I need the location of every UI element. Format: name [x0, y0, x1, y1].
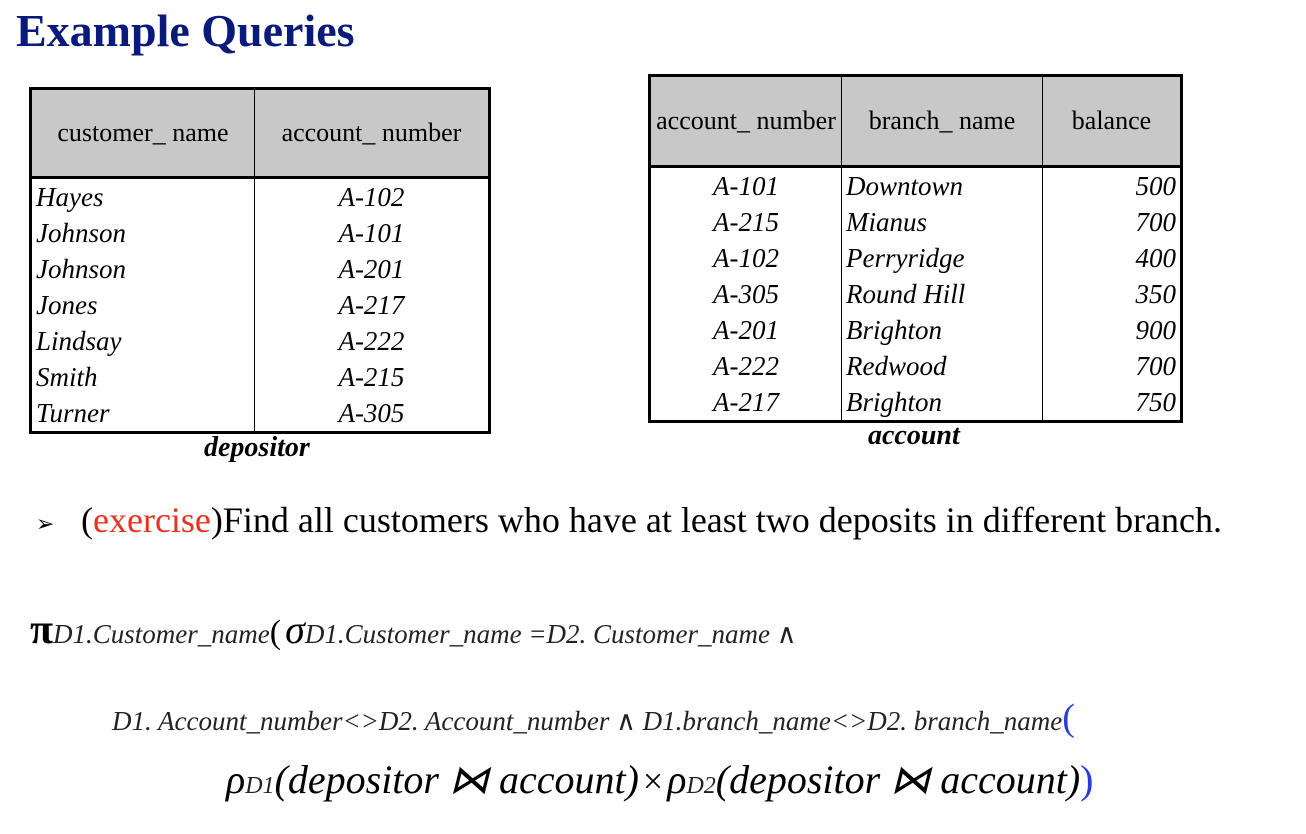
account-number-cell: A-222 [649, 348, 842, 384]
depositor-table: customer_ name account_ number Hayes A-10… [29, 87, 491, 434]
balance-cell: 700 [1135, 351, 1177, 381]
branch-name-cell: Brighton [841, 312, 1043, 348]
table-row: Lindsay A-222 [30, 323, 490, 359]
account-number-cell: A-201 [338, 254, 405, 284]
account-number-cell: A-305 [649, 276, 842, 312]
customer-name-cell: Johnson [30, 251, 255, 287]
header-customer-name: customer_ name [30, 88, 255, 179]
slide-title: Example Queries [16, 5, 355, 56]
depositor-caption: depositor [204, 432, 310, 463]
balance-cell: 900 [1135, 315, 1177, 345]
rho-symbol: ρ [226, 757, 246, 802]
balance-cell: 500 [1135, 171, 1177, 201]
depositor-rows: Hayes A-102 Johnson A-101 Johnson A-201 Jones A… [30, 177, 490, 433]
table-row: A-215 Mianus 700 [649, 204, 1182, 240]
account-number-cell: A-102 [649, 240, 842, 276]
table-row: A-201 Brighton 900 [649, 312, 1182, 348]
balance-cell: 750 [1135, 387, 1177, 417]
balance-cell: 350 [1135, 279, 1177, 309]
table-row: Johnson A-101 [30, 215, 490, 251]
header-account-number: account_ number [254, 88, 490, 179]
table-row: Johnson A-201 [30, 251, 490, 287]
account-number-cell: A-217 [338, 290, 405, 320]
table-row: A-217 Brighton 750 [649, 384, 1182, 422]
sigma-symbol: σ [285, 607, 305, 652]
table-row: Hayes A-102 [30, 177, 490, 215]
table-row: A-305 Round Hill 350 [649, 276, 1182, 312]
account-number-cell: A-305 [338, 398, 405, 428]
exercise-text: (exercise)Find all customers who have at… [81, 500, 1223, 540]
branch-name-cell: Downtown [841, 166, 1043, 204]
account-number-cell: A-201 [649, 312, 842, 348]
branch-name-cell: Round Hill [841, 276, 1043, 312]
account-rows: A-101 Downtown 500 A-215 Mianus 700 A-102 Perry… [649, 166, 1182, 422]
pi-subscript: D1.Customer_name [53, 619, 270, 649]
table-row: A-102 Perryridge 400 [649, 240, 1182, 276]
header-balance: balance [1042, 75, 1182, 168]
sigma-subscript-1: D1.Customer_name =D2. Customer_name ∧ [304, 619, 797, 649]
cross-product-symbol: × [642, 761, 664, 801]
sigma-subscript-2: D1. Account_number<>D2. Account_number ∧… [112, 706, 1063, 736]
pi-symbol: π [30, 607, 54, 653]
header-branch-name: branch_ name [841, 75, 1043, 168]
account-number-cell: A-215 [338, 362, 405, 392]
table-row: A-101 Downtown 500 [649, 166, 1182, 204]
formula-line-3: ρD1(depositor ⋈ account) × ρD2(depositor… [226, 757, 1094, 802]
customer-name-cell: Lindsay [30, 323, 255, 359]
account-number-cell: A-215 [649, 204, 842, 240]
account-number-cell: A-222 [338, 326, 405, 356]
table-row: Smith A-215 [30, 359, 490, 395]
rho-symbol: ρ [667, 757, 687, 802]
branch-name-cell: Redwood [841, 348, 1043, 384]
formula-line-1: πD1.Customer_name( σD1.Customer_name =D2… [30, 607, 797, 653]
exercise-tag: exercise [93, 500, 211, 540]
customer-name-cell: Smith [30, 359, 255, 395]
table-row: Jones A-217 [30, 287, 490, 323]
table-row: A-222 Redwood 700 [649, 348, 1182, 384]
account-number-cell: A-101 [649, 166, 842, 204]
branch-name-cell: Perryridge [841, 240, 1043, 276]
formula-line-2: D1. Account_number<>D2. Account_number ∧… [112, 697, 1075, 739]
bullet-arrow-icon: ➢ [36, 511, 55, 536]
account-number-cell: A-101 [338, 218, 405, 248]
branch-name-cell: Brighton [841, 384, 1043, 422]
account-number-cell: A-102 [338, 182, 405, 212]
customer-name-cell: Turner [30, 395, 255, 433]
balance-cell: 700 [1135, 207, 1177, 237]
account-caption: account [868, 420, 960, 451]
customer-name-cell: Jones [30, 287, 255, 323]
account-table: account_ number branch_ name balance A-1… [648, 74, 1183, 423]
exercise-bullet: ➢ (exercise)Find all customers who have … [36, 496, 1296, 544]
table-row: Turner A-305 [30, 395, 490, 433]
customer-name-cell: Hayes [30, 177, 255, 215]
customer-name-cell: Johnson [30, 215, 255, 251]
account-number-cell: A-217 [649, 384, 842, 422]
header-account-number: account_ number [649, 75, 842, 168]
branch-name-cell: Mianus [841, 204, 1043, 240]
balance-cell: 400 [1135, 243, 1177, 273]
